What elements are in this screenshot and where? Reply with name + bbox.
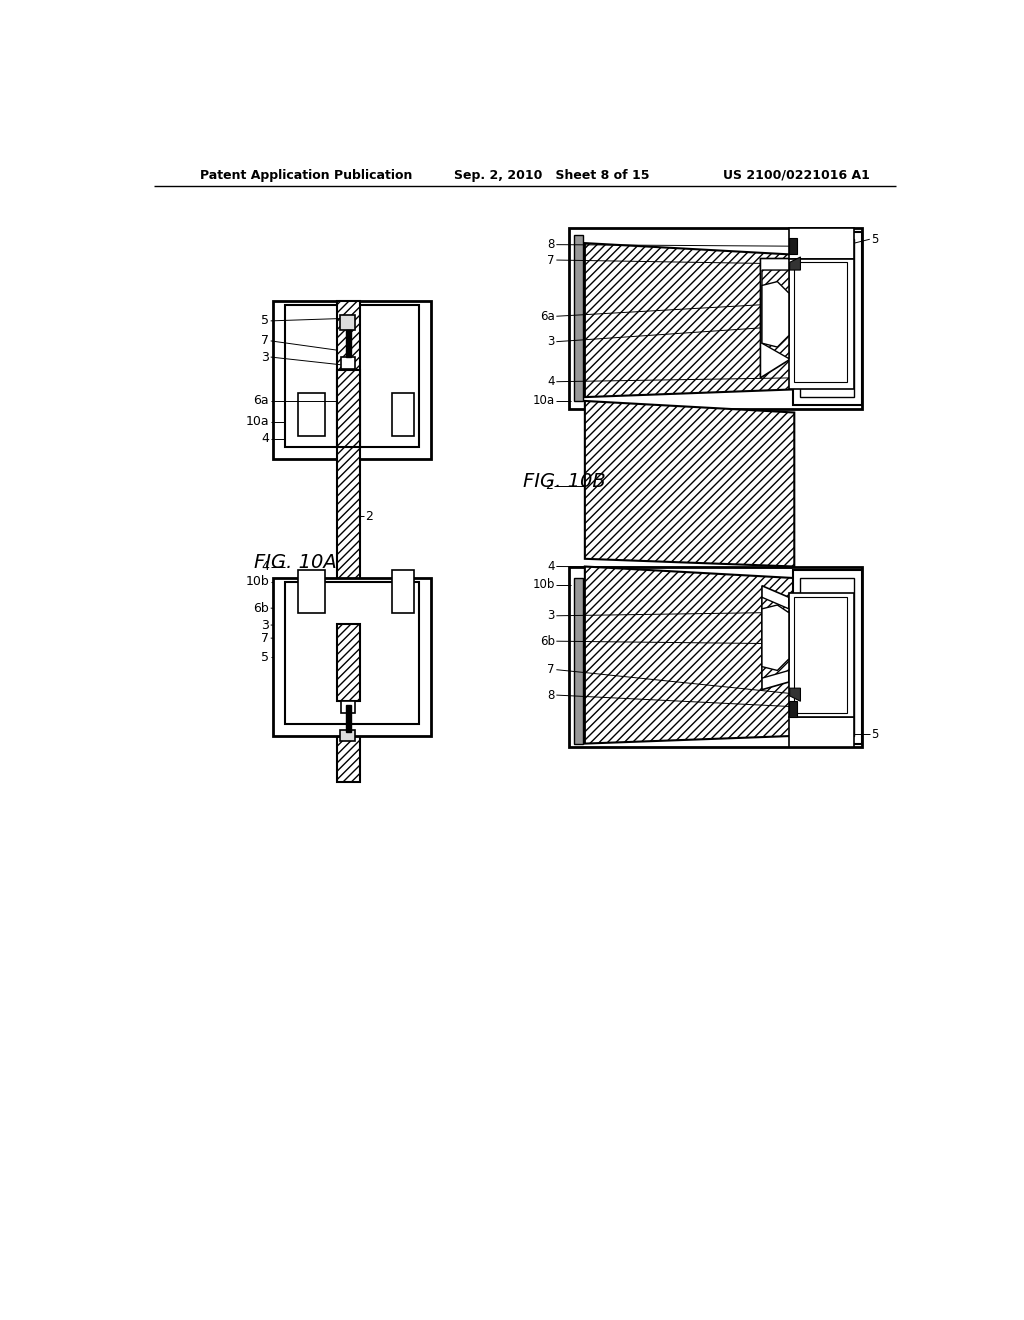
Bar	[569, 227, 862, 409]
Bar	[788, 717, 854, 747]
Bar	[273, 301, 431, 459]
Bar	[801, 239, 854, 397]
Bar	[285, 305, 419, 447]
Bar	[795, 597, 847, 713]
Text: 4: 4	[548, 560, 555, 573]
Bar	[337, 370, 360, 447]
Text: 8: 8	[548, 689, 555, 702]
Text: FIG. 10A: FIG. 10A	[254, 553, 337, 572]
Text: FIG. 10B: FIG. 10B	[523, 473, 606, 491]
Text: 6b: 6b	[540, 635, 555, 648]
Bar	[793, 570, 862, 743]
Polygon shape	[762, 281, 788, 347]
Text: Patent Application Publication: Patent Application Publication	[200, 169, 413, 182]
Bar	[285, 582, 419, 725]
Polygon shape	[761, 259, 792, 378]
Bar	[569, 566, 862, 747]
Bar	[298, 570, 326, 612]
Text: 2: 2	[366, 510, 374, 523]
Bar	[298, 393, 326, 436]
Text: US 2100/0221016 A1: US 2100/0221016 A1	[723, 169, 869, 182]
Text: 7: 7	[261, 631, 269, 644]
Text: 7: 7	[261, 334, 269, 347]
Text: 4: 4	[548, 375, 555, 388]
Polygon shape	[585, 243, 795, 397]
Bar	[788, 259, 854, 389]
Bar	[793, 231, 862, 405]
Text: 5: 5	[871, 727, 879, 741]
Text: 10b: 10b	[246, 576, 269, 589]
Bar	[340, 314, 355, 330]
Bar	[788, 701, 797, 717]
Text: 5: 5	[871, 232, 879, 246]
Text: 10a: 10a	[246, 416, 269, 428]
Bar	[795, 263, 847, 381]
Bar	[574, 235, 584, 401]
Text: 6b: 6b	[253, 602, 269, 615]
Bar	[392, 570, 414, 612]
Text: Sep. 2, 2010   Sheet 8 of 15: Sep. 2, 2010 Sheet 8 of 15	[454, 169, 649, 182]
Bar	[340, 730, 355, 742]
Text: 7: 7	[548, 663, 555, 676]
Text: 10b: 10b	[532, 578, 555, 591]
Bar	[574, 578, 584, 743]
Polygon shape	[337, 301, 360, 781]
Bar	[788, 228, 854, 259]
Bar	[341, 701, 354, 713]
Text: 3: 3	[261, 619, 269, 631]
Text: 6a: 6a	[254, 395, 269, 408]
Text: 10a: 10a	[532, 395, 555, 408]
Text: 3: 3	[548, 335, 555, 348]
Text: 4: 4	[261, 560, 269, 573]
Polygon shape	[762, 598, 788, 678]
Polygon shape	[585, 401, 795, 566]
Text: 4: 4	[261, 432, 269, 445]
Bar	[801, 578, 854, 737]
Polygon shape	[585, 566, 795, 743]
Bar	[788, 239, 797, 253]
Bar	[341, 358, 354, 368]
Text: 7: 7	[548, 253, 555, 267]
Text: 5: 5	[261, 651, 269, 664]
Text: 2: 2	[545, 479, 553, 492]
Text: 3: 3	[548, 610, 555, 622]
Text: 5: 5	[261, 314, 269, 327]
Text: 6a: 6a	[540, 310, 555, 323]
Text: 3: 3	[261, 351, 269, 363]
Text: 8: 8	[548, 238, 555, 251]
Polygon shape	[762, 586, 788, 689]
Polygon shape	[790, 688, 801, 701]
Polygon shape	[790, 257, 801, 271]
Polygon shape	[762, 271, 788, 359]
Polygon shape	[762, 605, 788, 671]
Bar	[788, 594, 854, 717]
Bar	[392, 393, 414, 436]
Bar	[346, 330, 351, 358]
Bar	[337, 624, 360, 701]
Bar	[346, 705, 351, 733]
Bar	[273, 578, 431, 737]
